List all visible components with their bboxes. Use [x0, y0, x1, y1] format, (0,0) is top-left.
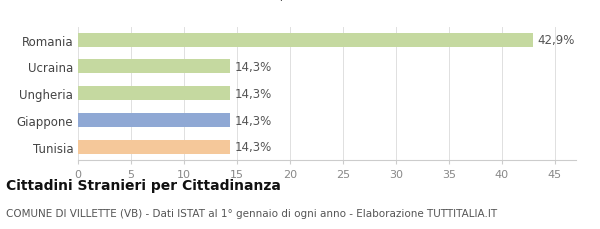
Text: 14,3%: 14,3% [235, 87, 272, 100]
Bar [78, 87, 230, 101]
Bar [78, 60, 230, 74]
Text: Cittadini Stranieri per Cittadinanza: Cittadini Stranieri per Cittadinanza [6, 179, 281, 193]
Bar [78, 114, 230, 128]
Bar [78, 33, 533, 47]
Text: COMUNE DI VILLETTE (VB) - Dati ISTAT al 1° gennaio di ogni anno - Elaborazione T: COMUNE DI VILLETTE (VB) - Dati ISTAT al … [6, 208, 497, 218]
Legend: Europa, Asia, Africa: Europa, Asia, Africa [222, 0, 432, 5]
Text: 14,3%: 14,3% [235, 61, 272, 74]
Bar [78, 140, 230, 154]
Text: 14,3%: 14,3% [235, 141, 272, 154]
Text: 14,3%: 14,3% [235, 114, 272, 127]
Text: 42,9%: 42,9% [538, 34, 575, 47]
